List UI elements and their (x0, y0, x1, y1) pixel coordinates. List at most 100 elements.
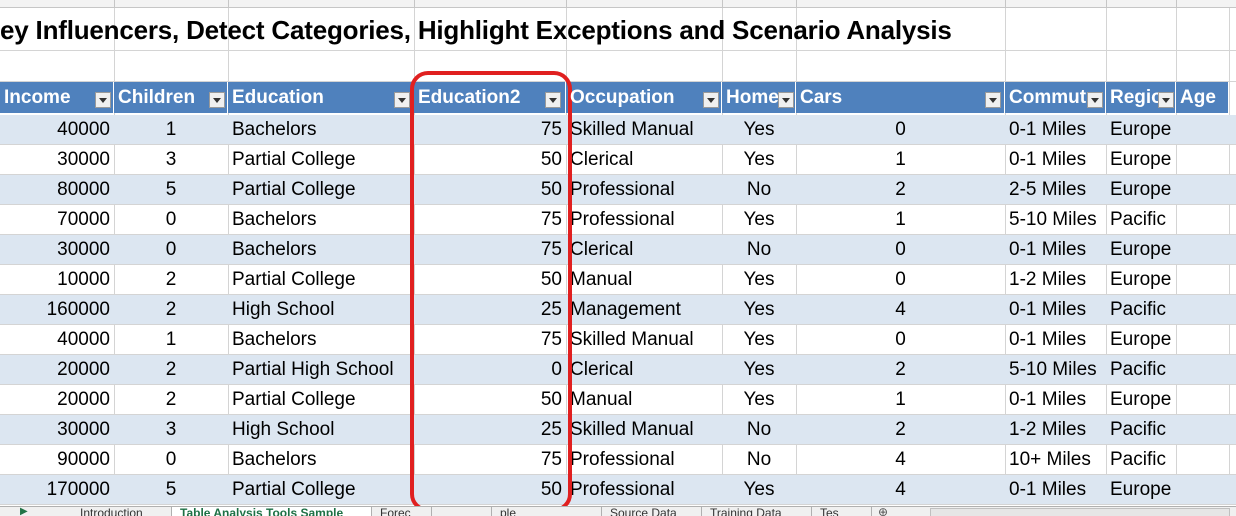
cell-cars[interactable]: 4 (895, 479, 906, 500)
cell-commute[interactable]: 0-1 Miles (1009, 389, 1087, 410)
cell-cars[interactable]: 2 (895, 419, 906, 440)
cell-home[interactable]: Yes (743, 149, 775, 170)
cell-income[interactable]: 10000 (57, 269, 110, 290)
cell-region[interactable]: Europe (1110, 269, 1172, 290)
cell-children[interactable]: 1 (165, 329, 177, 350)
cell-education2[interactable]: 50 (540, 149, 562, 170)
cell-home[interactable]: Yes (743, 269, 775, 290)
cell-home[interactable]: No (746, 179, 772, 200)
cell-education2[interactable]: 25 (540, 419, 562, 440)
header-education[interactable]: Education (228, 82, 414, 113)
cell-commute[interactable]: 0-1 Miles (1009, 479, 1087, 500)
cell-education[interactable]: Bachelors (232, 449, 317, 470)
cell-income[interactable]: 30000 (57, 419, 110, 440)
cell-commute[interactable]: 0-1 Miles (1009, 119, 1087, 140)
cell-education[interactable]: Partial College (232, 149, 356, 170)
cell-children[interactable]: 3 (165, 419, 177, 440)
cell-occupation[interactable]: Professional (570, 209, 675, 230)
cell-occupation[interactable]: Manual (570, 389, 633, 410)
cell-region[interactable]: Europe (1110, 239, 1172, 260)
cell-region[interactable]: Europe (1110, 479, 1172, 500)
cell-children[interactable]: 5 (165, 479, 177, 500)
cell-income[interactable]: 80000 (57, 179, 110, 200)
cell-education[interactable]: Partial High School (232, 359, 394, 380)
cell-education2[interactable]: 75 (540, 119, 562, 140)
header-home[interactable]: Home (722, 82, 796, 113)
cell-education[interactable]: Partial College (232, 269, 356, 290)
cell-education2[interactable]: 75 (540, 449, 562, 470)
cell-children[interactable]: 0 (165, 239, 177, 260)
cell-cars[interactable]: 0 (895, 119, 906, 140)
cell-education[interactable]: Bachelors (232, 329, 317, 350)
cell-cars[interactable]: 1 (895, 149, 906, 170)
cell-education2[interactable]: 75 (540, 209, 562, 230)
cell-children[interactable]: 5 (165, 179, 177, 200)
cell-cars[interactable]: 2 (895, 179, 906, 200)
cell-children[interactable]: 0 (165, 209, 177, 230)
cell-region[interactable]: Europe (1110, 389, 1172, 410)
cell-home[interactable]: Yes (743, 329, 775, 350)
cell-income[interactable]: 70000 (57, 209, 110, 230)
cell-commute[interactable]: 0-1 Miles (1009, 299, 1087, 320)
cell-income[interactable]: 40000 (57, 119, 110, 140)
cell-education2[interactable]: 50 (540, 269, 562, 290)
cell-home[interactable]: No (746, 239, 772, 260)
header-occupation[interactable]: Occupation (566, 82, 722, 113)
cell-commute[interactable]: 0-1 Miles (1009, 239, 1087, 260)
cell-income[interactable]: 30000 (57, 239, 110, 260)
cell-occupation[interactable]: Professional (570, 449, 675, 470)
cell-children[interactable]: 0 (165, 449, 177, 470)
tab-forecast[interactable]: Forec (372, 507, 432, 516)
cell-income[interactable]: 20000 (57, 389, 110, 410)
header-commute[interactable]: Commut (1005, 82, 1106, 113)
cell-education[interactable]: Bachelors (232, 209, 317, 230)
triangle-right-icon[interactable]: ▶ (20, 506, 28, 516)
cell-region[interactable]: Pacific (1110, 449, 1166, 470)
dropdown-arrow-icon[interactable] (95, 92, 111, 108)
dropdown-arrow-icon[interactable] (703, 92, 719, 108)
cell-education[interactable]: High School (232, 419, 335, 440)
cell-cars[interactable]: 4 (895, 449, 906, 470)
cell-occupation[interactable]: Skilled Manual (570, 419, 694, 440)
cell-region[interactable]: Europe (1110, 149, 1172, 170)
cell-commute[interactable]: 5-10 Miles (1009, 209, 1097, 230)
cell-occupation[interactable]: Skilled Manual (570, 119, 694, 140)
cell-region[interactable]: Europe (1110, 119, 1172, 140)
dropdown-arrow-icon[interactable] (209, 92, 225, 108)
tab-test[interactable]: Tes (812, 507, 872, 516)
cell-cars[interactable]: 1 (895, 209, 906, 230)
cell-occupation[interactable]: Clerical (570, 239, 634, 260)
cell-commute[interactable]: 0-1 Miles (1009, 149, 1087, 170)
cell-income[interactable]: 90000 (57, 449, 110, 470)
cell-home[interactable]: No (746, 449, 772, 470)
header-region[interactable]: Regio (1106, 82, 1176, 113)
dropdown-arrow-icon[interactable] (985, 92, 1001, 108)
dropdown-arrow-icon[interactable] (778, 92, 794, 108)
cell-education2[interactable]: 50 (540, 389, 562, 410)
cell-cars[interactable]: 0 (895, 269, 906, 290)
cell-region[interactable]: Pacific (1110, 299, 1166, 320)
cell-occupation[interactable]: Professional (570, 179, 675, 200)
dropdown-arrow-icon[interactable] (1087, 92, 1103, 108)
cell-commute[interactable]: 10+ Miles (1009, 449, 1091, 470)
cell-education2[interactable]: 25 (540, 299, 562, 320)
cell-education[interactable]: Bachelors (232, 119, 317, 140)
horizontal-scrollbar[interactable] (930, 508, 1230, 516)
cell-occupation[interactable]: Clerical (570, 149, 634, 170)
dropdown-arrow-icon[interactable] (1158, 92, 1174, 108)
cell-education[interactable]: High School (232, 299, 335, 320)
cell-home[interactable]: Yes (743, 209, 775, 230)
header-income[interactable]: Income (0, 82, 114, 113)
header-children[interactable]: Children (114, 82, 228, 113)
sheet-title[interactable]: ey Influencers, Detect Categories, Highl… (0, 15, 952, 45)
cell-children[interactable]: 2 (165, 269, 177, 290)
cell-home[interactable]: Yes (743, 359, 775, 380)
tab-hidden[interactable] (432, 507, 492, 516)
cell-cars[interactable]: 1 (895, 389, 906, 410)
cell-education2[interactable]: 75 (540, 329, 562, 350)
cell-commute[interactable]: 1-2 Miles (1009, 269, 1087, 290)
cell-occupation[interactable]: Manual (570, 269, 633, 290)
cell-region[interactable]: Pacific (1110, 359, 1166, 380)
cell-education[interactable]: Partial College (232, 479, 356, 500)
tab-sample[interactable]: ple (492, 507, 602, 516)
